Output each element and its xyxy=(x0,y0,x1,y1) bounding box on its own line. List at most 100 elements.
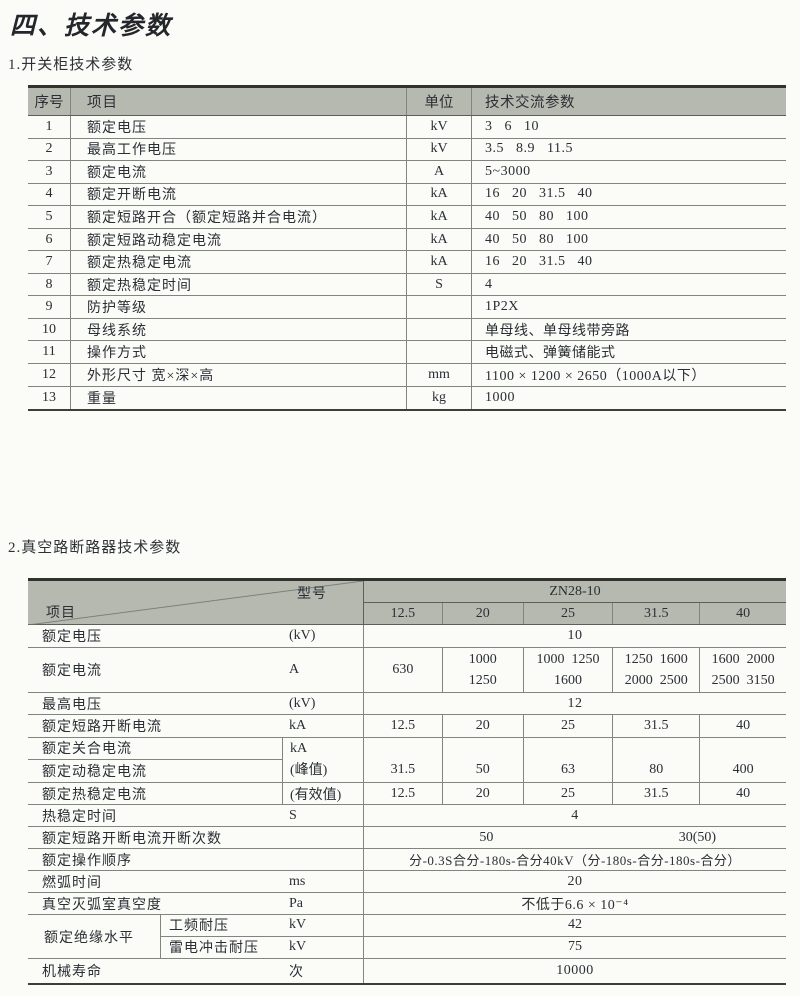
cell-value: 31.5 xyxy=(612,783,699,804)
sub-unit: kV xyxy=(289,917,307,933)
row-no: 6 xyxy=(45,231,53,247)
row-item: 额定动稳定电流 xyxy=(42,764,147,780)
cell-value: 12.5 xyxy=(390,718,416,733)
cell-value: 63 xyxy=(522,738,613,782)
row-item: 机械寿命 xyxy=(42,965,102,980)
table-row: 额定热稳定电流 (有效值) 12.5 20 25 31.5 40 xyxy=(28,783,786,805)
row-no: 1 xyxy=(45,118,53,134)
header-params: 技术交流参数 xyxy=(471,88,786,115)
cell-value: 50 xyxy=(479,829,494,845)
table-row-merged: 额定关合电流 额定动稳定电流 kA (峰值) 31.5 50 63 80 400 xyxy=(28,738,786,783)
table-row: 额定短路开断电流开断次数 50 30(50) xyxy=(28,827,786,849)
row-no: 2 xyxy=(45,141,53,157)
row-unit: kA xyxy=(406,228,471,251)
table-row: 额定操作顺序 分-0.3S合分-180s-合分40kV（分-180s-合分-18… xyxy=(28,849,786,871)
row-unit: kA xyxy=(290,741,308,756)
table-row: 额定电压 (kV) 10 xyxy=(28,625,786,648)
cell-line: 1250 1600 xyxy=(624,652,688,667)
row-unit: kA xyxy=(406,206,471,228)
row-unit: 次 xyxy=(289,965,303,980)
table-row: 真空灭弧室真空度 Pa 不低于6.6 × 10⁻⁴ xyxy=(28,893,786,915)
row-unit: (有效值) xyxy=(282,783,363,804)
header-unit: 单位 xyxy=(406,88,471,115)
col-header: 40 xyxy=(699,603,786,624)
row-value: 1000 xyxy=(471,386,786,410)
row-no: 9 xyxy=(45,299,53,315)
cell-value: 25 xyxy=(522,783,613,804)
cell-value: 80 xyxy=(612,738,699,782)
sub-value: 42 xyxy=(363,915,786,936)
row-unit: S xyxy=(406,273,471,296)
vacuum-breaker-parameters-table: 型号 项目 ZN28-10 12.5 20 25 31.5 40 额定电压 (k… xyxy=(28,578,786,985)
sub-value: 75 xyxy=(363,936,786,958)
row-no: 7 xyxy=(45,254,53,270)
series-name: ZN28-10 xyxy=(364,581,786,603)
row-no: 10 xyxy=(42,321,56,337)
row-item: 额定短路开断电流开断次数 xyxy=(42,831,222,847)
row-item: 最高电压 xyxy=(42,697,102,713)
row-item: 额定热稳定电流 xyxy=(42,787,147,803)
col-header: 20 xyxy=(441,603,523,624)
cell-value: 25 xyxy=(522,715,613,737)
cell-value: 1250 1600 2000 2500 xyxy=(612,648,699,692)
row-item: 母线系统 xyxy=(70,318,406,341)
table-row: 燃弧时间 ms 20 xyxy=(28,871,786,893)
row-unit: (kV) xyxy=(289,628,316,643)
row-value: 1100 × 1200 × 2650（1000A以下） xyxy=(471,364,786,386)
section-2-heading: 2.真空路断路器技术参数 xyxy=(8,540,182,556)
row-item: 重量 xyxy=(70,386,406,410)
row-no: 4 xyxy=(45,186,53,202)
cell-value: 40 xyxy=(699,783,786,804)
row-unit: kg xyxy=(406,386,471,410)
table-row: 2 最高工作电压 kV 3.5 8.9 11.5 xyxy=(28,138,786,162)
table-row: 11 操作方式 电磁式、弹簧储能式 xyxy=(28,341,786,365)
row-unit: A xyxy=(289,662,300,677)
row-unit: mm xyxy=(406,364,471,386)
cell-value: 1000 1250 1600 xyxy=(522,648,613,692)
cell-value: 40 xyxy=(699,715,786,737)
row-value: 40 50 80 100 xyxy=(471,228,786,251)
header-item-label: 项目 xyxy=(46,606,76,621)
row-item: 额定电压 xyxy=(70,116,406,138)
row-unit: kA xyxy=(406,183,471,206)
row-value: 3.5 8.9 11.5 xyxy=(471,138,786,161)
row-unit xyxy=(406,296,471,318)
section-1-heading: 1.开关柜技术参数 xyxy=(8,57,134,73)
series-columns: 12.5 20 25 31.5 40 xyxy=(364,603,786,624)
cell-line: 2500 3150 xyxy=(711,673,775,688)
table-row: 5 额定短路开合（额定短路并合电流） kA 40 50 80 100 xyxy=(28,206,786,229)
row-unit: A xyxy=(406,161,471,183)
header-series-group: ZN28-10 12.5 20 25 31.5 40 xyxy=(363,581,786,624)
row-unit: kV xyxy=(406,138,471,161)
col-header: 25 xyxy=(522,603,613,624)
table-row: 3 额定电流 A 5~3000 xyxy=(28,161,786,184)
row-no: 5 xyxy=(45,208,53,224)
row-unit: kA xyxy=(289,718,307,733)
table-row: 13 重量 kg 1000 xyxy=(28,386,786,410)
table-row: 7 额定热稳定电流 kA 16 20 31.5 40 xyxy=(28,251,786,274)
row-no: 8 xyxy=(45,276,53,292)
table-row: 12 外形尺寸 宽×深×高 mm 1100 × 1200 × 2650（1000… xyxy=(28,364,786,387)
row-unit: Pa xyxy=(289,895,303,911)
row-unit: (kV) xyxy=(289,695,316,711)
sub-item: 雷电冲击耐压 xyxy=(160,936,282,958)
cell-line: 1000 xyxy=(468,652,497,667)
row-value: 12 xyxy=(567,695,583,711)
table-row: 热稳定时间 S 4 xyxy=(28,805,786,827)
row-no: 11 xyxy=(42,344,56,360)
row-value: 单母线、单母线带旁路 xyxy=(471,318,786,341)
row-item: 额定操作顺序 xyxy=(42,853,132,869)
row-unit: kA xyxy=(406,251,471,273)
table-row-merged: 额定绝缘水平 工频耐压 kV 42 雷电冲击耐压 kV 75 xyxy=(28,915,786,959)
sub-item: 工频耐压 xyxy=(160,915,282,936)
cell-value: 30(50) xyxy=(678,829,717,845)
table-row: 10 母线系统 单母线、单母线带旁路 xyxy=(28,318,786,342)
row-value: 4 xyxy=(571,807,579,823)
cell-line: 1600 2000 xyxy=(711,652,775,667)
header-item: 项目 xyxy=(70,88,406,115)
cell-line: 2000 2500 xyxy=(624,673,688,688)
table-row: 额定电流 A 630 1000 1250 1000 1250 1600 1250… xyxy=(28,648,786,693)
row-value: 电磁式、弹簧储能式 xyxy=(471,341,786,364)
cell-value: 12.5 xyxy=(390,785,416,801)
row-value: 10 xyxy=(567,628,583,643)
